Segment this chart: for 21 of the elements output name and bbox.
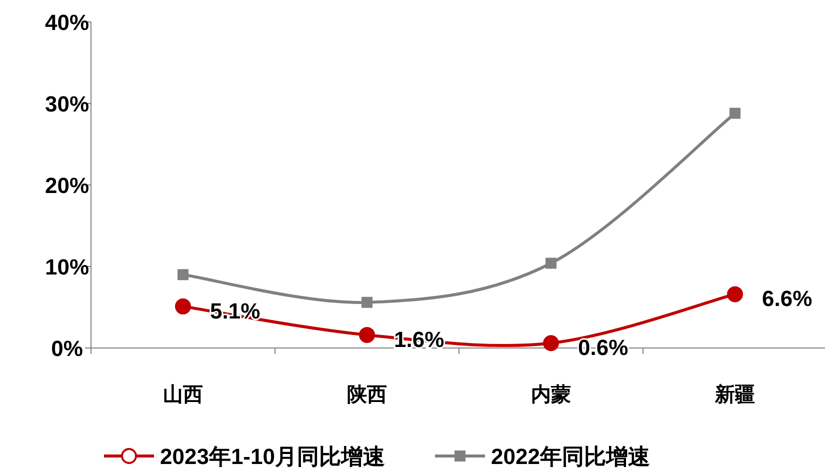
data-label: 6.6% [762, 286, 812, 312]
point [362, 296, 372, 308]
point [730, 108, 740, 119]
point [178, 269, 188, 280]
xtick: 陕西 [347, 384, 387, 406]
ytick: 10% [44, 254, 90, 280]
legend-label: 2022年同比增速 [490, 444, 650, 469]
legend-label: 2023年1-10月同比增速 [160, 444, 385, 469]
point [359, 326, 375, 343]
point [543, 335, 559, 352]
xtick: 新疆 [715, 384, 755, 406]
ytick: 30% [44, 92, 90, 116]
ytick: 0% [51, 336, 83, 361]
point [546, 258, 556, 269]
data-label: 0.6% [578, 335, 628, 360]
point [727, 286, 743, 302]
xtick: 山西 [163, 384, 203, 406]
ytick: 20% [44, 173, 90, 198]
xtick: 内蒙 [531, 384, 571, 406]
point [175, 298, 191, 314]
ytick: 40% [44, 10, 90, 35]
